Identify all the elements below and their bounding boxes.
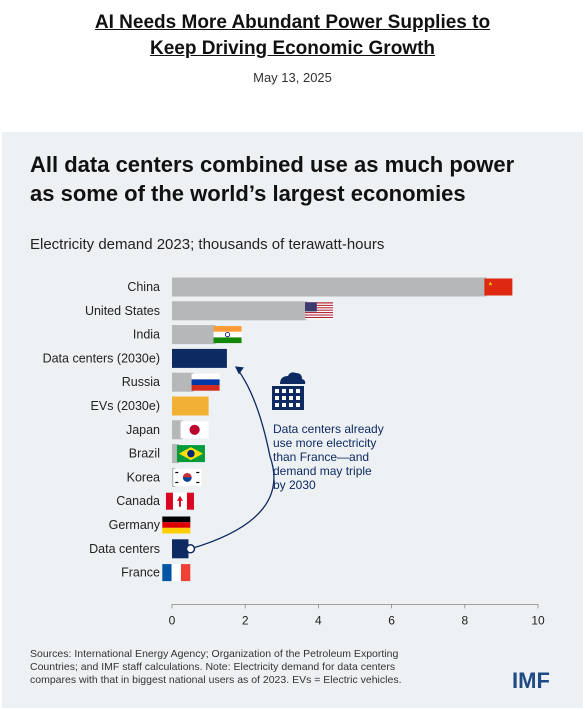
chart-card: All data centers combined use as much po… bbox=[2, 132, 583, 708]
x-tick-label: 4 bbox=[315, 613, 322, 627]
arrow-head-icon bbox=[234, 366, 244, 375]
category-label: United States bbox=[85, 304, 160, 318]
brazil-flag-icon bbox=[176, 445, 205, 463]
china-flag-icon bbox=[484, 278, 513, 296]
chart-subtitle: Electricity demand 2023; thousands of te… bbox=[30, 236, 385, 253]
bar bbox=[172, 348, 227, 368]
x-tick-label: 2 bbox=[242, 613, 249, 627]
bar bbox=[172, 396, 209, 416]
bar bbox=[172, 325, 216, 345]
us-flag-icon bbox=[305, 302, 334, 320]
x-tick-label: 6 bbox=[388, 613, 395, 627]
category-label: Germany bbox=[109, 518, 161, 532]
category-label: Canada bbox=[116, 494, 160, 508]
annotation-line: by 2030 bbox=[273, 478, 316, 492]
article-title[interactable]: AI Needs More Abundant Power Supplies to… bbox=[0, 10, 585, 62]
germany-flag-icon bbox=[162, 516, 191, 534]
chart-title-line2: as some of the world’s largest economies bbox=[30, 181, 466, 206]
x-tick-label: 10 bbox=[531, 613, 545, 627]
category-label: Japan bbox=[126, 423, 160, 437]
annotation-line: Data centers already bbox=[273, 422, 384, 436]
category-label: France bbox=[121, 566, 160, 580]
category-label: Russia bbox=[122, 375, 160, 389]
source-line: compares with that in biggest national u… bbox=[30, 674, 402, 686]
india-flag-icon bbox=[213, 326, 242, 344]
source-line: Sources: International Energy Agency; Or… bbox=[30, 648, 399, 660]
canada-flag-icon bbox=[165, 492, 194, 510]
source-line: Countries; and IMF staff calculations. N… bbox=[30, 661, 396, 673]
article-header: AI Needs More Abundant Power Supplies to… bbox=[0, 0, 585, 130]
bar bbox=[172, 277, 487, 297]
data-center-building-icon bbox=[272, 372, 306, 410]
annotation-arrow bbox=[190, 368, 275, 550]
x-tick-label: 8 bbox=[461, 613, 468, 627]
korea-flag-icon bbox=[173, 468, 202, 486]
category-label: Data centers (2030e) bbox=[43, 351, 160, 365]
category-label: India bbox=[133, 328, 160, 342]
category-label: Korea bbox=[127, 470, 160, 484]
bar bbox=[172, 372, 194, 392]
category-label: EVs (2030e) bbox=[91, 399, 160, 413]
bar bbox=[172, 539, 189, 559]
annotation-line: than France—and bbox=[273, 450, 370, 464]
imf-logo: IMF bbox=[512, 668, 550, 693]
category-label: China bbox=[127, 280, 160, 294]
annotation-line: use more electricity bbox=[273, 436, 377, 450]
chart-title: All data centers combined use as much po… bbox=[30, 150, 570, 208]
annotation-text: Data centers already use more electricit… bbox=[273, 422, 413, 492]
france-flag-icon bbox=[162, 564, 191, 582]
category-label: Data centers bbox=[89, 542, 160, 556]
bar-chart: China United States India Data centers (203… bbox=[43, 277, 545, 627]
bar bbox=[172, 420, 183, 440]
article-title-line2[interactable]: Keep Driving Economic Growth bbox=[149, 38, 436, 59]
japan-flag-icon bbox=[180, 421, 209, 439]
article-title-line1[interactable]: AI Needs More Abundant Power Supplies to bbox=[94, 12, 491, 33]
category-label: Brazil bbox=[129, 447, 160, 461]
source-note: Sources: International Energy Agency; Or… bbox=[30, 648, 460, 687]
annotation-line: demand may triple bbox=[273, 464, 372, 478]
arrow-start-dot bbox=[185, 544, 196, 554]
chart-title-line1: All data centers combined use as much po… bbox=[30, 152, 515, 177]
bar bbox=[172, 301, 308, 321]
russia-flag-icon bbox=[191, 373, 220, 391]
bar bbox=[172, 444, 179, 464]
x-tick-label: 0 bbox=[169, 613, 176, 627]
article-date: May 13, 2025 bbox=[253, 70, 332, 85]
